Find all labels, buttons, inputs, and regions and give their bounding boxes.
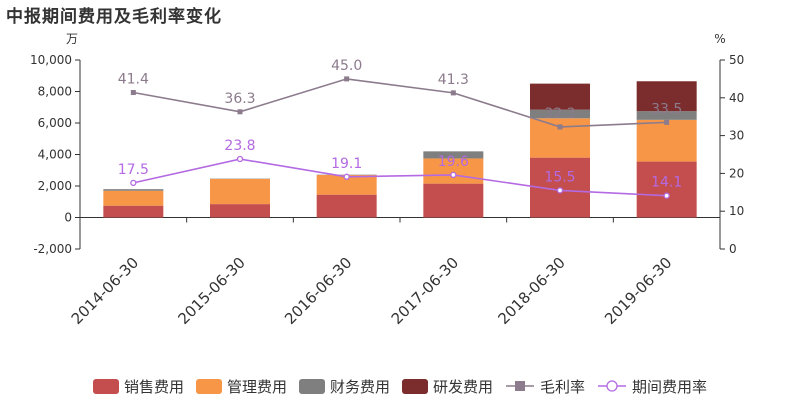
bar-财务费用 bbox=[636, 111, 697, 120]
y-left-tick-label: 8,000 bbox=[38, 85, 72, 99]
x-tick-label: 2019-06-30 bbox=[601, 254, 675, 328]
line-期间费用率 bbox=[133, 158, 667, 197]
point-毛利率 bbox=[130, 90, 136, 96]
x-tick-label: 2014-06-30 bbox=[68, 254, 142, 328]
x-tick-label: 2015-06-30 bbox=[174, 254, 248, 328]
point-期间费用率 bbox=[663, 192, 670, 199]
data-label-期间费用率: 19.6 bbox=[438, 154, 469, 170]
bar-研发费用 bbox=[530, 83, 590, 110]
bar-研发费用 bbox=[636, 81, 697, 112]
legend-swatch bbox=[298, 378, 325, 394]
legend-label: 期间费用率 bbox=[632, 377, 708, 396]
legend-line-symbol bbox=[506, 381, 535, 391]
legend-item[interactable]: 毛利率 bbox=[505, 376, 585, 397]
legend-item[interactable]: 管理费用 bbox=[195, 376, 287, 397]
line-毛利率 bbox=[133, 78, 667, 128]
point-毛利率 bbox=[344, 76, 350, 82]
bar-销售费用 bbox=[636, 161, 697, 218]
bar-销售费用 bbox=[316, 194, 377, 218]
legend-label: 管理费用 bbox=[226, 377, 287, 396]
point-毛利率 bbox=[557, 124, 563, 130]
legend-item[interactable]: 财务费用 bbox=[298, 376, 390, 397]
data-label-期间费用率: 19.1 bbox=[331, 156, 362, 172]
data-label-期间费用率: 14.1 bbox=[651, 175, 682, 191]
chart-title: 中报期间费用及毛利率变化 bbox=[6, 7, 222, 27]
legend-swatch bbox=[195, 378, 222, 394]
data-label-毛利率: 41.3 bbox=[438, 72, 469, 88]
bar-管理费用 bbox=[423, 158, 484, 184]
bar-管理费用 bbox=[210, 178, 270, 205]
data-label-毛利率: 45.0 bbox=[331, 58, 362, 74]
point-期间费用率 bbox=[450, 171, 457, 179]
point-期间费用率 bbox=[343, 173, 350, 180]
legend-line-symbol bbox=[598, 380, 627, 392]
legend-item[interactable]: 期间费用率 bbox=[597, 376, 707, 397]
data-label-毛利率: 33.5 bbox=[651, 101, 682, 117]
y-right-tick-label: 0 bbox=[729, 242, 737, 256]
bar-管理费用 bbox=[636, 119, 697, 162]
y-left-tick-label: -2,000 bbox=[33, 242, 72, 256]
y-right-tick-label: 50 bbox=[729, 53, 744, 67]
labels-layer: 41.4 36.3 45.0 41.3 32.3 33.5 17.5 23.8 19.1 19.6… bbox=[118, 58, 683, 191]
x-tick-label: 2018-06-30 bbox=[494, 254, 568, 328]
data-label-期间费用率: 17.5 bbox=[118, 162, 149, 178]
point-期间费用率 bbox=[130, 179, 137, 187]
bar-财务费用 bbox=[423, 151, 484, 159]
legend-label: 财务费用 bbox=[329, 377, 390, 396]
data-label-期间费用率: 15.5 bbox=[544, 169, 575, 185]
y-right-tick-label: 20 bbox=[729, 166, 744, 180]
point-毛利率 bbox=[664, 119, 670, 125]
bar-财务费用 bbox=[530, 109, 590, 119]
bar-管理费用 bbox=[530, 118, 590, 158]
data-label-毛利率: 36.3 bbox=[224, 91, 255, 107]
bars-layer bbox=[103, 81, 697, 218]
bar-销售费用 bbox=[423, 183, 484, 218]
bar-财务费用 bbox=[103, 189, 164, 191]
y-left-unit: 万 bbox=[66, 32, 78, 46]
legend-item[interactable]: 销售费用 bbox=[92, 376, 184, 397]
combo-chart: -2,000 0 2,000 4,000 6,000 8,000 10,000 0 10 20 30… bbox=[30, 32, 744, 328]
bar-销售费用 bbox=[103, 205, 164, 218]
x-tick-label: 2017-06-30 bbox=[388, 254, 462, 328]
y-left-tick-label: 6,000 bbox=[38, 116, 72, 130]
point-期间费用率 bbox=[236, 155, 244, 163]
legend-label: 毛利率 bbox=[540, 377, 586, 396]
y-right-unit: % bbox=[714, 32, 725, 46]
legend-label: 研发费用 bbox=[433, 377, 494, 396]
y-left-tick-label: 2,000 bbox=[38, 179, 72, 193]
legend-swatch bbox=[92, 378, 119, 394]
legend-swatch bbox=[402, 378, 428, 394]
data-label-毛利率: 32.3 bbox=[544, 106, 575, 122]
y-right-tick-label: 30 bbox=[729, 129, 744, 143]
bar-管理费用 bbox=[316, 174, 377, 195]
y-left-tick-label: 0 bbox=[64, 211, 72, 225]
legend-item[interactable]: 研发费用 bbox=[402, 376, 493, 397]
bar-管理费用 bbox=[103, 190, 164, 206]
point-期间费用率 bbox=[556, 187, 564, 194]
point-毛利率 bbox=[237, 109, 243, 115]
y-left-tick-label: 10,000 bbox=[30, 53, 72, 67]
y-right-tick-label: 10 bbox=[729, 204, 744, 218]
bar-销售费用 bbox=[210, 204, 270, 218]
y-left-tick-label: 4,000 bbox=[38, 148, 72, 162]
x-tick-label: 2016-06-30 bbox=[281, 254, 355, 328]
legend-label: 销售费用 bbox=[123, 377, 184, 396]
data-label-期间费用率: 23.8 bbox=[224, 138, 255, 154]
data-label-毛利率: 41.4 bbox=[118, 72, 149, 88]
point-毛利率 bbox=[450, 90, 456, 96]
y-right-tick-label: 40 bbox=[729, 91, 744, 105]
chart-legend: 销售费用 管理费用 财务费用 研发费用 毛利率 期间费用率 bbox=[0, 374, 800, 398]
lines-layer bbox=[130, 76, 670, 199]
